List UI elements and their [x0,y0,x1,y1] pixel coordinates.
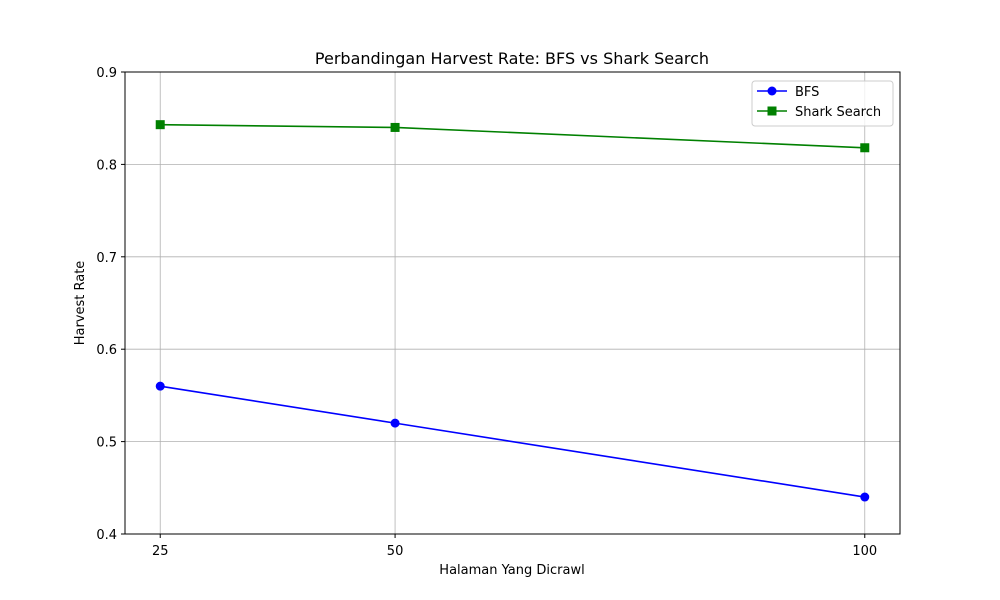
plot-frame [124,71,901,535]
x-tick-label: 100 [852,544,877,559]
y-tick-label: 0.9 [96,66,117,81]
y-tick-label: 0.6 [96,343,117,358]
x-tick-label: 25 [152,544,169,559]
y-axis: 0.4 0.5 0.6 0.7 0.8 0.9 [96,66,125,543]
x-axis-label: Halaman Yang Dicrawl [439,563,584,578]
y-tick-label: 0.7 [96,251,117,266]
series-layer [155,120,870,502]
x-tick-label: 50 [387,544,404,559]
y-tick-label: 0.4 [96,528,117,543]
data-point-bfs [155,381,165,391]
data-point-shark-search [860,143,870,153]
chart-title: Perbandingan Harvest Rate: BFS vs Shark … [315,49,709,68]
data-point-bfs [860,492,870,502]
legend-label-shark-search: Shark Search [795,105,881,120]
data-point-bfs [390,418,400,428]
legend-marker-bfs [767,86,777,96]
y-tick-label: 0.8 [96,158,117,173]
y-tick-label: 0.5 [96,436,117,451]
legend-marker-shark-search [767,106,777,116]
legend-label-bfs: BFS [795,85,819,100]
legend: BFS Shark Search [751,80,894,127]
x-axis: 25 50 100 [152,534,877,559]
data-point-shark-search [155,120,165,130]
data-point-shark-search [390,122,400,132]
y-axis-label: Harvest Rate [73,261,88,346]
legend-box [751,80,894,127]
